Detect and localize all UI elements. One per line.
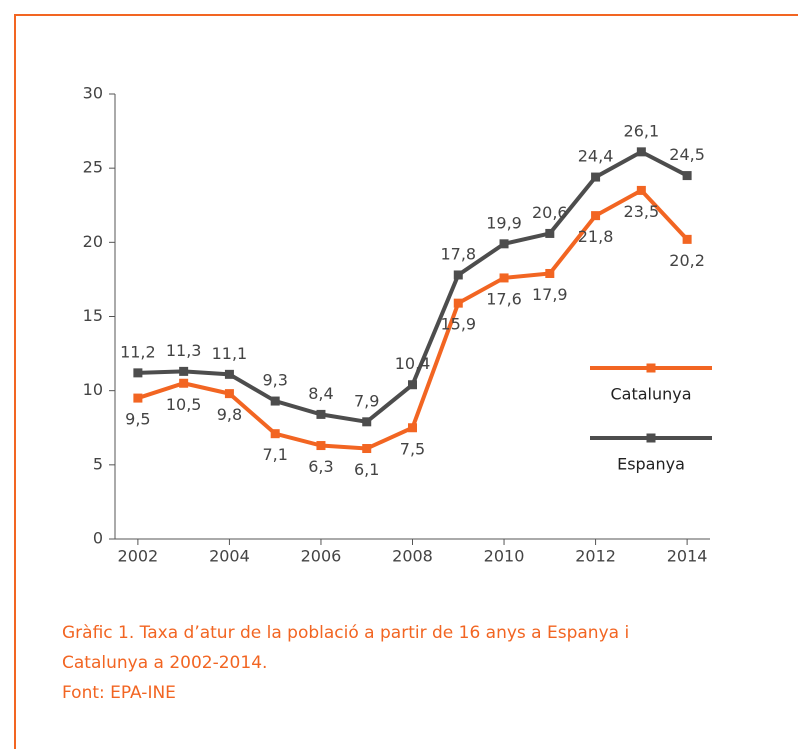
marker bbox=[545, 228, 555, 238]
marker bbox=[499, 273, 509, 283]
caption: Gràfic 1. Taxa d’atur de la població a p… bbox=[62, 623, 630, 673]
data-label: 9,3 bbox=[262, 371, 287, 390]
data-label: 11,1 bbox=[212, 344, 248, 363]
legend-marker bbox=[646, 433, 656, 443]
data-label: 26,1 bbox=[624, 121, 660, 140]
data-label: 19,9 bbox=[486, 213, 522, 232]
marker bbox=[453, 270, 463, 280]
x-tick-label: 2008 bbox=[392, 547, 433, 566]
data-label: 10,5 bbox=[166, 395, 202, 414]
data-label: 21,8 bbox=[578, 227, 614, 246]
marker bbox=[270, 396, 280, 406]
marker bbox=[316, 409, 326, 419]
marker bbox=[270, 429, 280, 439]
marker bbox=[133, 368, 143, 378]
data-label: 24,5 bbox=[669, 145, 705, 164]
data-label: 17,8 bbox=[440, 244, 476, 263]
data-label: 11,2 bbox=[120, 342, 156, 361]
data-label: 9,8 bbox=[217, 405, 242, 424]
data-label: 6,3 bbox=[308, 457, 333, 476]
marker bbox=[362, 444, 372, 454]
data-label: 7,9 bbox=[354, 391, 379, 410]
marker bbox=[224, 389, 234, 399]
x-tick-label: 2004 bbox=[209, 547, 250, 566]
x-tick-label: 2006 bbox=[301, 547, 342, 566]
marker bbox=[591, 172, 601, 182]
marker bbox=[408, 423, 417, 433]
x-tick-label: 2002 bbox=[118, 547, 159, 566]
data-label: 15,9 bbox=[440, 315, 476, 334]
marker bbox=[682, 234, 692, 244]
marker bbox=[179, 366, 189, 376]
data-label: 8,4 bbox=[308, 384, 333, 403]
data-label: 24,4 bbox=[578, 147, 614, 166]
legend-marker bbox=[646, 363, 656, 373]
data-label: 7,1 bbox=[262, 445, 287, 464]
data-label: 10,4 bbox=[395, 354, 431, 373]
data-label: 23,5 bbox=[624, 202, 660, 221]
data-label: 17,9 bbox=[532, 285, 568, 304]
source: Font: EPA-INE bbox=[62, 683, 176, 703]
legend-label: Catalunya bbox=[610, 385, 691, 404]
data-label: 20,6 bbox=[532, 203, 568, 222]
y-tick-label: 5 bbox=[93, 454, 103, 473]
marker bbox=[499, 239, 509, 249]
x-tick-label: 2010 bbox=[484, 547, 525, 566]
y-tick-label: 30 bbox=[83, 84, 103, 103]
data-label: 9,5 bbox=[125, 410, 150, 429]
y-tick-label: 20 bbox=[83, 232, 103, 251]
marker bbox=[224, 369, 234, 379]
y-tick-label: 15 bbox=[83, 306, 103, 325]
marker bbox=[591, 211, 601, 221]
data-label: 7,5 bbox=[400, 439, 425, 458]
x-tick-label: 2012 bbox=[575, 547, 616, 566]
marker bbox=[133, 393, 143, 403]
legend-label: Espanya bbox=[617, 455, 685, 474]
marker bbox=[408, 380, 417, 390]
x-tick-label: 2014 bbox=[667, 547, 708, 566]
y-tick-label: 25 bbox=[83, 158, 103, 177]
data-label: 20,2 bbox=[669, 251, 705, 270]
data-label: 17,6 bbox=[486, 289, 522, 308]
marker bbox=[636, 185, 646, 195]
marker bbox=[362, 417, 372, 427]
marker bbox=[545, 268, 555, 278]
marker bbox=[636, 147, 646, 157]
marker bbox=[179, 378, 189, 388]
data-label: 6,1 bbox=[354, 460, 379, 479]
marker bbox=[453, 298, 463, 308]
marker bbox=[316, 441, 326, 451]
y-tick-label: 10 bbox=[83, 380, 103, 399]
data-label: 11,3 bbox=[166, 341, 202, 360]
y-tick-label: 0 bbox=[93, 529, 103, 548]
marker bbox=[682, 171, 692, 181]
